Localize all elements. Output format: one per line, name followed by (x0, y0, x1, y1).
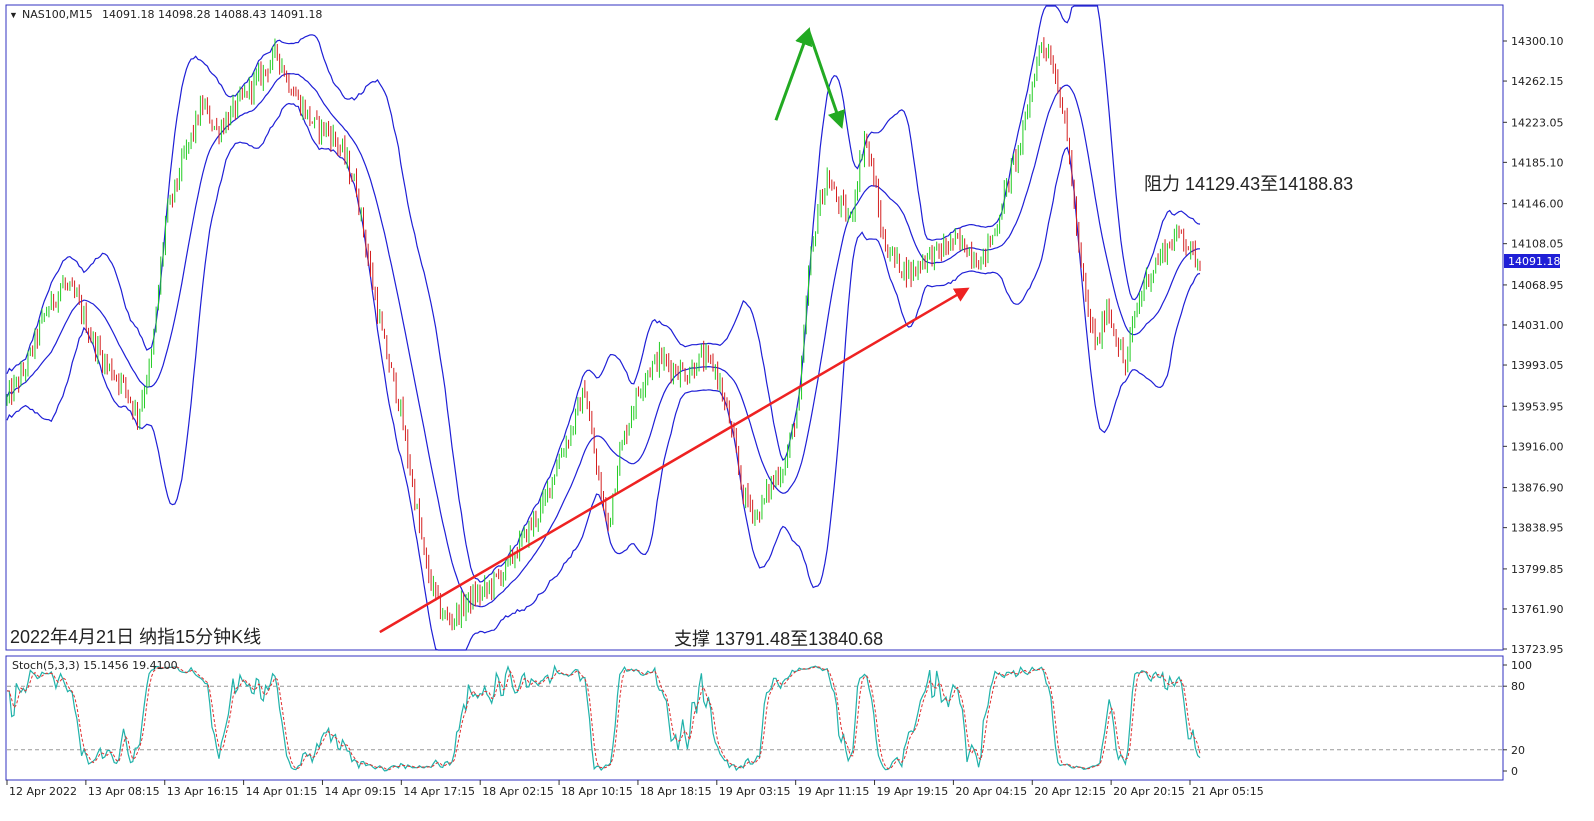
x-tick-label: 20 Apr 12:15 (1034, 785, 1106, 798)
x-tick-label: 13 Apr 08:15 (88, 785, 160, 798)
x-tick-label: 14 Apr 09:15 (324, 785, 396, 798)
stoch-indicator-label: Stoch(5,3,3) 15.1456 19.4100 (12, 659, 178, 672)
y-tick-label: 14185.10 (1511, 156, 1564, 169)
fall-arrow[interactable] (807, 30, 846, 129)
x-tick-label: 19 Apr 19:15 (877, 785, 949, 798)
x-tick-label: 12 Apr 2022 (9, 785, 77, 798)
y-tick-label: 13876.90 (1511, 482, 1564, 495)
support-trendline[interactable] (379, 287, 970, 634)
resistance-annotation: 阻力 14129.43至14188.83 (1144, 174, 1353, 194)
x-tick-label: 19 Apr 11:15 (798, 785, 870, 798)
stoch-tick-label: 100 (1511, 659, 1532, 672)
x-tick-label: 18 Apr 10:15 (561, 785, 633, 798)
y-tick-label: 14262.15 (1511, 75, 1564, 88)
y-tick-label: 14031.00 (1511, 319, 1564, 332)
y-tick-label: 13838.95 (1511, 522, 1564, 535)
stoch-axis: 100 80 20 0 (1503, 659, 1532, 778)
collapse-triangle-icon[interactable]: ▼ (9, 10, 18, 20)
chart-title: 2022年4月21日 纳指15分钟K线 (10, 627, 261, 647)
y-tick-label: 14146.00 (1511, 198, 1564, 211)
bollinger-upper-band (6, 5, 1201, 583)
ohlc-readout: 14091.18 14098.28 14088.43 14091.18 (102, 8, 322, 21)
stoch-main-line (6, 664, 1201, 772)
stoch-tick-label: 20 (1511, 744, 1525, 757)
x-tick-label: 18 Apr 18:15 (640, 785, 712, 798)
x-tick-label: 14 Apr 17:15 (403, 785, 475, 798)
x-tick-label: 18 Apr 02:15 (482, 785, 554, 798)
current-price-tag: 14091.18 (1508, 255, 1561, 268)
stoch-tick-label: 0 (1511, 765, 1518, 778)
price-panel-frame (5, 4, 1504, 651)
x-tick-label: 20 Apr 20:15 (1113, 785, 1185, 798)
bollinger-middle-band (6, 72, 1201, 608)
y-tick-label: 13993.05 (1511, 359, 1564, 372)
y-tick-label: 14223.05 (1511, 116, 1564, 129)
current-price-tag-bg (1504, 254, 1560, 268)
y-tick-label: 14300.10 (1511, 35, 1564, 48)
y-tick-label: 13953.95 (1511, 400, 1564, 413)
symbol-label: NAS100,M15 (22, 8, 93, 21)
stoch-tick-label: 80 (1511, 680, 1525, 693)
candlesticks (6, 37, 1201, 631)
x-tick-label: 21 Apr 05:15 (1192, 785, 1264, 798)
x-tick-label: 13 Apr 16:15 (167, 785, 239, 798)
y-tick-label: 14108.05 (1511, 238, 1564, 251)
rise-arrow[interactable] (774, 27, 813, 121)
y-tick-label: 13916.00 (1511, 440, 1564, 453)
stoch-panel-frame (5, 655, 1504, 781)
price-axis: 14300.10 14262.15 14223.05 14185.10 14146.00… (1503, 35, 1564, 656)
stoch-signal-line (6, 666, 1201, 771)
y-tick-label: 14068.95 (1511, 279, 1564, 292)
y-tick-label: 13723.95 (1511, 643, 1564, 656)
y-tick-label: 13761.90 (1511, 603, 1564, 616)
chart-overlays (379, 27, 970, 634)
y-tick-label: 13799.85 (1511, 563, 1564, 576)
x-tick-label: 20 Apr 04:15 (955, 785, 1027, 798)
x-tick-label: 19 Apr 03:15 (719, 785, 791, 798)
time-axis: 12 Apr 2022 13 Apr 08:15 13 Apr 16:15 14 Ap… (6, 780, 1264, 798)
x-tick-label: 14 Apr 01:15 (246, 785, 318, 798)
stochastic-oscillator (6, 664, 1503, 772)
support-annotation: 支撑 13791.48至13840.68 (674, 629, 883, 649)
